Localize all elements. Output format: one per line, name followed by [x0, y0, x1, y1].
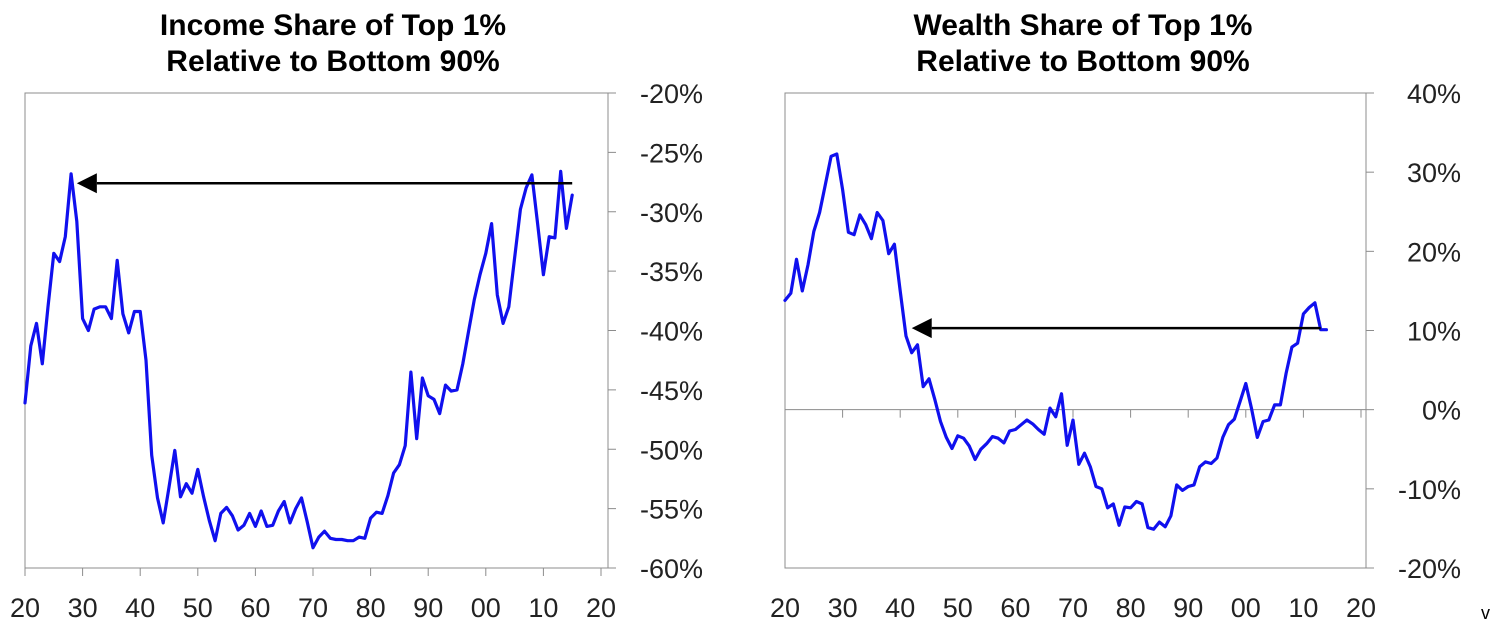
wealth-y-tick-label: 40%: [1407, 79, 1461, 109]
income-chart-title: Income Share of Top 1% Relative to Botto…: [98, 8, 568, 80]
wealth-x-tick-label: 00: [1231, 593, 1261, 623]
income-x-tick-label: 50: [183, 593, 213, 623]
wealth-arrow-head: [911, 318, 932, 339]
stray-corner-text: v: [1481, 603, 1490, 623]
income-x-tick-label: 60: [240, 593, 270, 623]
income-y-tick-label: -60%: [640, 554, 703, 584]
income-x-tick-label: 30: [68, 593, 98, 623]
wealth-chart-title-line-2: Relative to Bottom 90%: [916, 45, 1250, 78]
wealth-x-tick-label: 70: [1058, 593, 1088, 623]
income-chart-title-line-1: Income Share of Top 1%: [159, 9, 507, 42]
wealth-y-tick-label: 20%: [1407, 237, 1461, 267]
wealth-x-tick-label: 60: [1000, 593, 1030, 623]
income-chart-title-line-2: Relative to Bottom 90%: [166, 45, 500, 78]
income-chart-group: 20 30 40 50 60 70 80 90 00 10 20 -20% -25% -30% -35% -4…: [10, 79, 703, 623]
income-y-tick-label: -20%: [640, 79, 703, 109]
wealth-chart-group: 20 30 40 50 60 70 80 90 00 10 20 40% 30% 20% 10% 0% -10%…: [770, 79, 1461, 623]
wealth-x-tick-label: 20: [770, 593, 800, 623]
income-x-tick-label: 40: [125, 593, 155, 623]
income-y-tick-label: -35%: [640, 257, 703, 287]
wealth-y-tick-label: -20%: [1398, 554, 1461, 584]
income-x-tick-label: 20: [10, 593, 40, 623]
wealth-y-tick-label: 0%: [1422, 396, 1461, 426]
wealth-y-tick-label: 30%: [1407, 158, 1461, 188]
income-y-tick-label: -50%: [640, 435, 703, 465]
income-y-tick-label: -45%: [640, 376, 703, 406]
income-x-tick-label: 70: [298, 593, 328, 623]
income-series-line: [23, 169, 574, 550]
wealth-x-tick-label: 20: [1346, 593, 1376, 623]
income-x-tick-label: 80: [356, 593, 386, 623]
income-x-tick-label: 10: [528, 593, 558, 623]
wealth-y-tick-label: -10%: [1398, 475, 1461, 505]
income-y-tick-label: -55%: [640, 495, 703, 525]
wealth-chart-title: Wealth Share of Top 1% Relative to Botto…: [848, 8, 1318, 80]
wealth-x-tick-label: 50: [943, 593, 973, 623]
income-x-tick-label: 20: [586, 593, 616, 623]
income-x-tick-label: 00: [471, 593, 501, 623]
income-x-tick-label: 90: [413, 593, 443, 623]
income-arrow-head: [76, 173, 97, 194]
wealth-x-tick-label: 30: [828, 593, 858, 623]
wealth-x-tick-label: 90: [1173, 593, 1203, 623]
income-plot-frame: [24, 92, 609, 569]
wealth-x-tick-label: 40: [885, 593, 915, 623]
wealth-x-tick-label: 10: [1288, 593, 1318, 623]
income-y-tick-label: -25%: [640, 138, 703, 168]
wealth-y-tick-label: 10%: [1407, 317, 1461, 347]
wealth-series-line: [783, 152, 1329, 531]
income-y-tick-label: -40%: [640, 317, 703, 347]
wealth-chart-title-line-1: Wealth Share of Top 1%: [913, 9, 1253, 42]
wealth-plot-frame: [784, 92, 1367, 569]
income-y-tick-label: -30%: [640, 198, 703, 228]
wealth-x-tick-label: 80: [1116, 593, 1146, 623]
